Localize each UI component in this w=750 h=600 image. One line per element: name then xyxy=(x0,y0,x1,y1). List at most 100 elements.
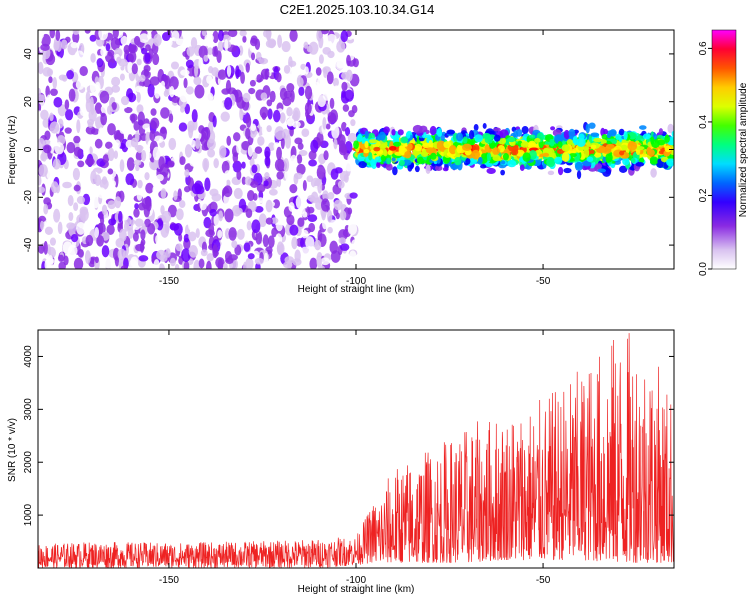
heatmap-cell xyxy=(288,60,297,67)
heatmap-cell xyxy=(156,174,164,182)
heatmap-cell xyxy=(358,161,367,169)
heatmap-cell xyxy=(133,159,142,166)
heatmap-cell xyxy=(84,139,91,151)
heatmap-cell xyxy=(601,134,608,140)
heatmap-cell xyxy=(76,222,86,235)
heatmap-cell xyxy=(43,197,51,206)
snr-x-ticks: -150 -100 -50 xyxy=(159,330,551,586)
heatmap-cell xyxy=(597,168,607,173)
heatmap-cell xyxy=(117,210,123,223)
heatmap-cell xyxy=(584,147,590,158)
heatmap-cell xyxy=(650,168,657,178)
heatmap-cell xyxy=(207,47,213,56)
heatmap-cell xyxy=(336,59,346,69)
heatmap-cell xyxy=(407,143,413,150)
heatmap-cell xyxy=(664,145,672,153)
heatmap-cell xyxy=(486,167,496,174)
heatmap-cell xyxy=(368,139,378,144)
heatmap-cell xyxy=(134,203,139,210)
heatmap-cell xyxy=(255,51,262,61)
heatmap-cell xyxy=(446,129,456,135)
heatmap-cell xyxy=(264,156,271,167)
heatmap-cell xyxy=(215,138,225,145)
heatmap-cell xyxy=(327,111,334,124)
heatmap-cell xyxy=(590,132,600,138)
heatmap-cell xyxy=(199,200,207,211)
x-tick-label: -100 xyxy=(346,276,366,287)
heatmap-cell xyxy=(134,85,145,93)
heatmap-cell xyxy=(289,224,299,236)
heatmap-cell xyxy=(129,113,138,123)
heatmap-cell xyxy=(170,61,180,70)
heatmap-cell xyxy=(126,157,135,171)
heatmap-cell xyxy=(96,234,105,247)
heatmap-cell xyxy=(345,127,351,137)
heatmap-cell xyxy=(235,207,243,215)
heatmap-cell xyxy=(507,136,516,143)
x-tick-label: -100 xyxy=(346,575,366,586)
heatmap-cell xyxy=(288,202,295,212)
heatmap-cell xyxy=(322,47,331,55)
heatmap-cell xyxy=(474,134,484,143)
heatmap-cell xyxy=(429,125,437,136)
heatmap-cell xyxy=(416,156,424,165)
heatmap-cell xyxy=(307,184,312,199)
heatmap-cell xyxy=(664,135,670,143)
heatmap-cell xyxy=(193,259,201,269)
heatmap-cell xyxy=(638,157,645,164)
colorbar-gradient xyxy=(711,29,737,270)
heatmap-cell xyxy=(489,142,496,149)
heatmap-cell xyxy=(167,160,175,168)
heatmap-cell xyxy=(596,147,606,154)
heatmap-cell xyxy=(106,224,115,236)
heatmap-cell xyxy=(635,162,645,167)
heatmap-cell xyxy=(568,153,577,158)
heatmap-cell xyxy=(101,245,110,258)
heatmap-cell xyxy=(252,193,258,201)
heatmap-cell xyxy=(100,112,108,126)
heatmap-cell xyxy=(322,87,332,101)
heatmap-cell xyxy=(169,257,176,267)
heatmap-cell xyxy=(647,148,655,157)
heatmap-cell xyxy=(225,79,232,94)
heatmap-cell xyxy=(233,187,243,200)
heatmap-cell xyxy=(260,68,270,80)
heatmap-cell xyxy=(256,197,265,204)
heatmap-cell xyxy=(306,175,314,183)
heatmap-cell xyxy=(623,131,628,141)
heatmap-cell xyxy=(73,202,79,212)
heatmap-cell xyxy=(425,147,435,154)
heatmap-cell xyxy=(511,148,519,156)
heatmap-cell xyxy=(226,65,232,78)
heatmap-cell xyxy=(671,130,674,137)
heatmap-cell xyxy=(284,256,295,264)
heatmap-cell xyxy=(88,108,97,122)
heatmap-cell xyxy=(246,220,252,231)
heatmap-cell xyxy=(152,186,157,194)
heatmap-cell xyxy=(254,257,264,265)
heatmap-cell xyxy=(185,86,194,95)
heatmap-cell xyxy=(333,199,343,211)
heatmap-cell xyxy=(53,208,61,223)
heatmap-cell xyxy=(500,169,505,176)
heatmap-cell xyxy=(468,129,475,140)
heatmap-cell xyxy=(79,206,89,216)
heatmap-cell xyxy=(370,159,378,170)
heatmap-cell xyxy=(563,129,570,140)
heatmap-cell xyxy=(232,160,242,173)
heatmap-cell xyxy=(308,159,317,167)
heatmap-cell xyxy=(339,210,347,221)
heatmap-cell xyxy=(320,198,330,212)
heatmap-cell xyxy=(90,53,96,63)
heatmap-cell xyxy=(546,157,556,168)
heatmap-cell xyxy=(450,163,459,170)
heatmap-cell xyxy=(206,253,214,262)
heatmap-cell xyxy=(480,164,487,169)
heatmap-cell xyxy=(90,170,97,185)
x-tick-label: -50 xyxy=(536,575,551,586)
heatmap-cell xyxy=(430,152,437,160)
heatmap-cell xyxy=(315,67,322,76)
heatmap-cell xyxy=(49,112,54,122)
heatmap-cell xyxy=(442,166,449,172)
heatmap-cell xyxy=(348,110,355,118)
